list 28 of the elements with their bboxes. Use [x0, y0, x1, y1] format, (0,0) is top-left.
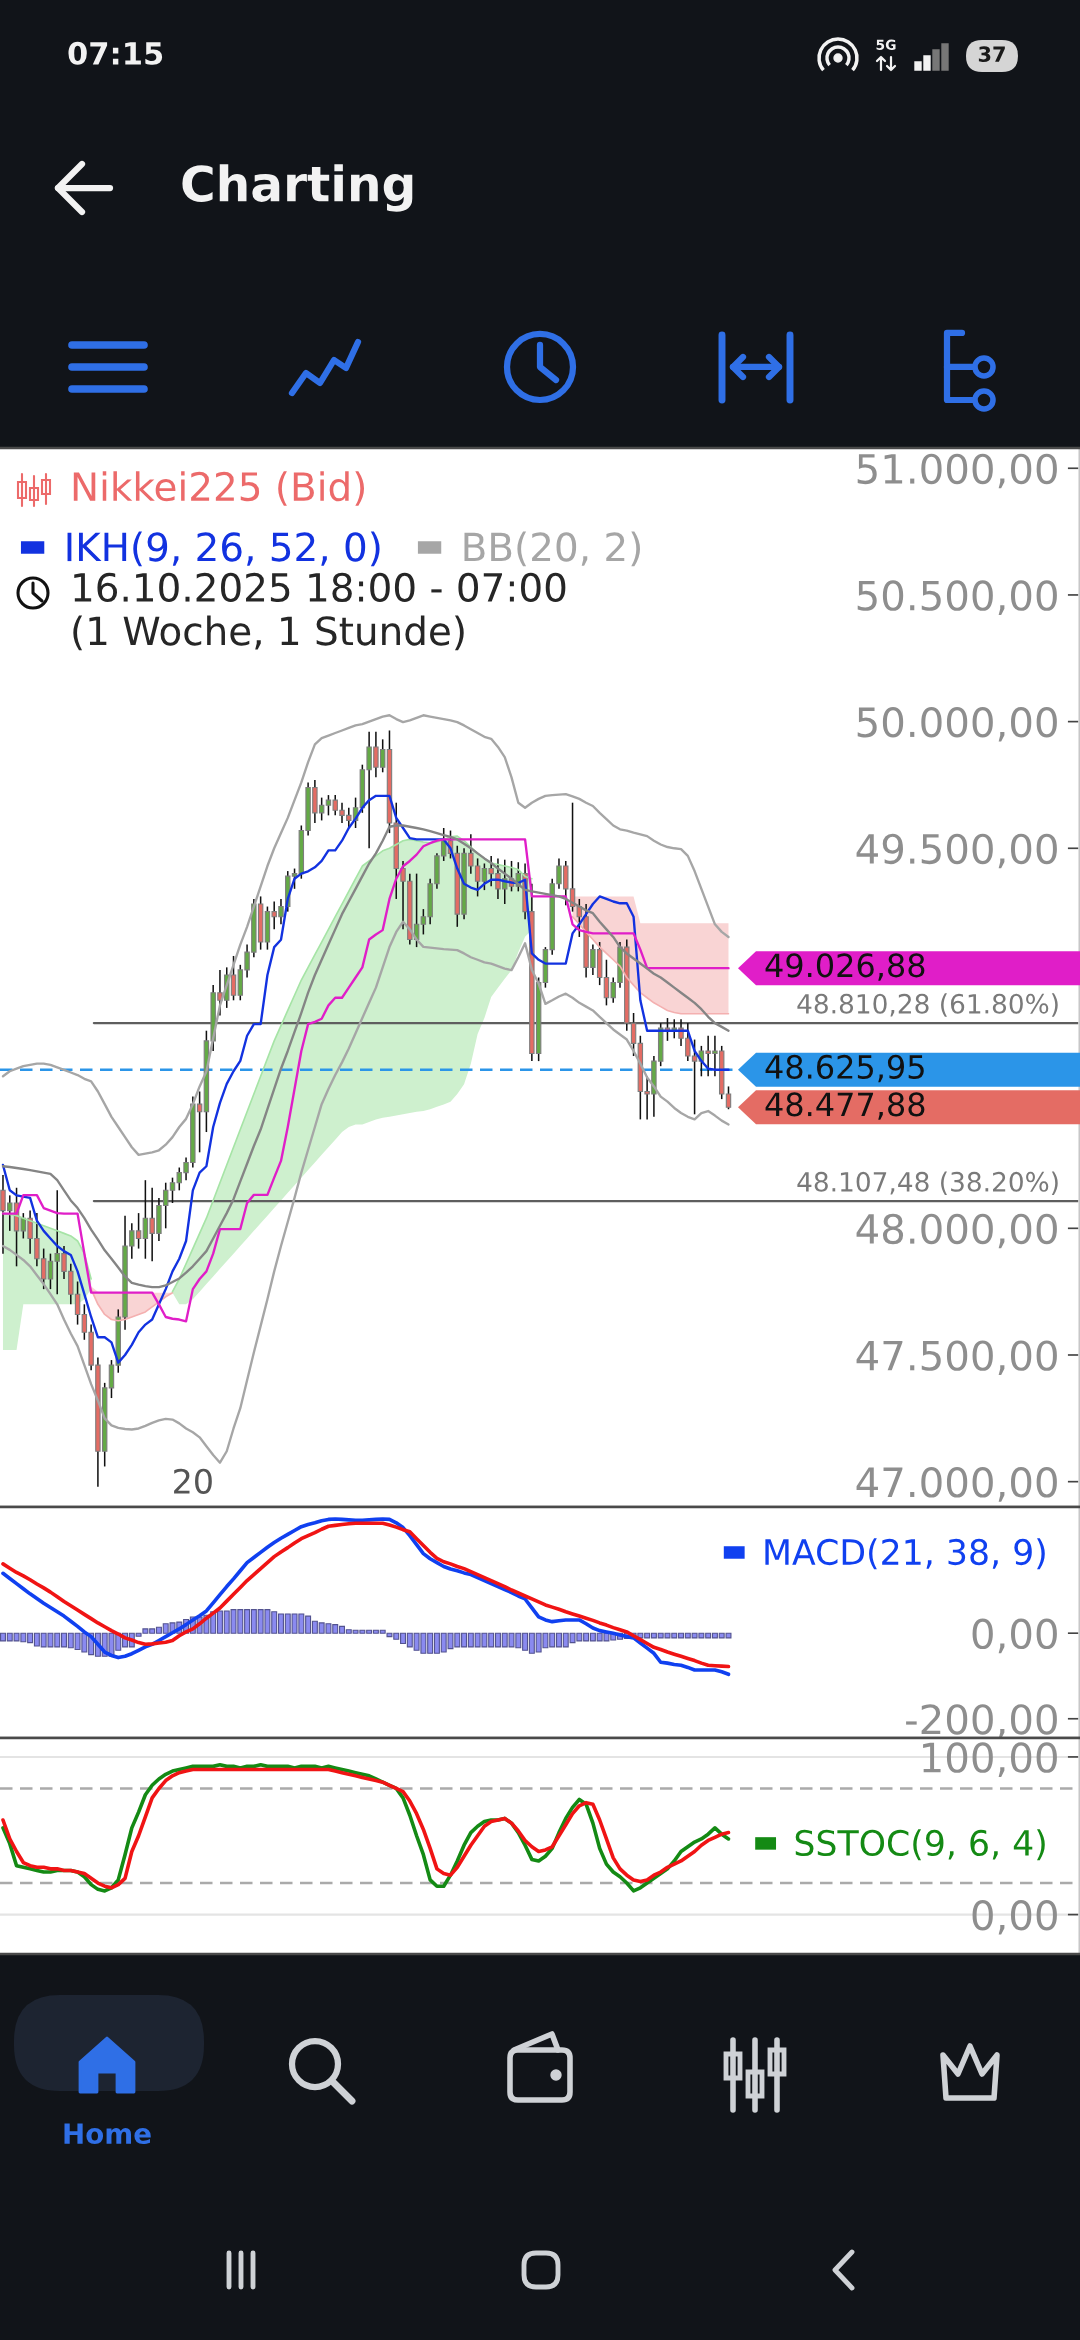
- y-tick-label: 49.500,00: [856, 833, 1057, 869]
- y-tick-label: 0,00: [972, 1618, 1057, 1654]
- x-tick-label: 20: [174, 1468, 212, 1494]
- y-tick-label: 100,00: [923, 1742, 1057, 1777]
- legend-label: MACD(21, 38, 9): [765, 1538, 1045, 1570]
- ref-line-label: 48.810,28 (61.80%): [797, 993, 1058, 1017]
- legend-label: BB(20, 2): [464, 531, 640, 567]
- y-tick-label: 50.000,00: [857, 707, 1057, 742]
- text: 07:15: [68, 41, 163, 65]
- y-tick-label: 50.500,00: [857, 580, 1057, 615]
- text: Home: [64, 2123, 151, 2145]
- ref-line-label: 48.625,95: [765, 1054, 924, 1083]
- y-tick-label: -200,00: [906, 1704, 1057, 1739]
- text: Charting: [182, 164, 413, 212]
- y-tick-label: 48.000,00: [856, 1213, 1057, 1249]
- y-tick-label: 47.000,00: [856, 1467, 1057, 1502]
- text: 48.477,88: [765, 1092, 925, 1120]
- y-tick-label: 0,00: [972, 1899, 1057, 1935]
- text: 5G: [876, 39, 896, 51]
- data-label: 49.026,88: [765, 953, 925, 981]
- legend-label: SSTOC(9, 6, 4): [795, 1829, 1045, 1861]
- text: Nikkei225 (Bid): [73, 471, 365, 506]
- legend-label: IKH(9, 26, 52, 0): [67, 531, 380, 567]
- text: 16.10.2025 18:00 - 07:00 (1 Woche, 1 Stunde): [73, 572, 566, 651]
- y-tick-label: 47.500,00: [856, 1340, 1057, 1375]
- text: 37: [978, 46, 1005, 63]
- ref-line-label: 48.107,48 (38.20%): [797, 1171, 1058, 1195]
- y-tick-label: 51.000,00: [857, 453, 1057, 489]
